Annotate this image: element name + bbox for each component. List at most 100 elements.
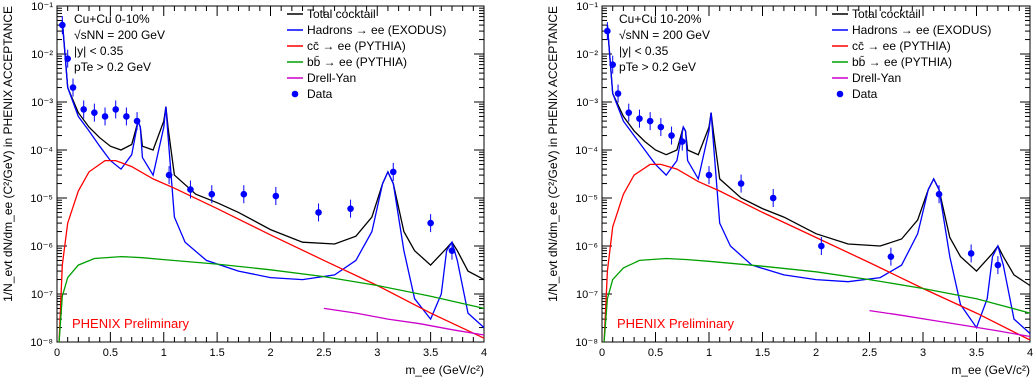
series-line [61,20,485,281]
data-point [994,261,1002,269]
y-tick-label: 10⁻¹ [31,1,53,13]
data-point [91,109,98,116]
data-point [165,171,173,179]
series-line [606,25,1031,287]
y-tick-label: 10⁻⁵ [575,193,598,205]
series-line [58,255,485,343]
data-point [101,113,109,120]
legend-label: Total cocktail [307,7,376,21]
data-point [123,113,130,120]
info-text: √sNN = 200 GeV [74,28,165,42]
data-point [935,190,943,198]
data-point [609,61,616,68]
series-line [606,25,1031,334]
x-tick-label: 0 [54,347,60,359]
legend-label: Total cocktail [852,7,921,21]
x-tick-label: 1 [706,347,712,359]
y-axis-label: 1/N_evt dN/dm_ee (C²/GeV) in PHENIX ACCE… [546,6,560,302]
x-tick-label: 0 [599,347,605,359]
x-tick-label: 3.5 [423,347,438,359]
series-line [61,20,485,329]
data-point [187,186,194,193]
x-axis-label: m_ee (GeV/c²) [951,363,1030,377]
y-tick-label: 10⁻⁸ [575,337,598,349]
legend-marker [836,90,844,98]
y-tick-label: 10⁻¹ [576,1,598,13]
x-tick-label: 0.5 [103,347,118,359]
data-point [625,109,633,116]
data-point [208,190,216,198]
preliminary-label: PHENIX Preliminary [72,316,190,331]
legend-marker [291,90,299,98]
data-point [668,132,675,139]
y-tick-label: 10⁻³ [576,97,598,109]
y-tick-label: 10⁻² [576,49,598,61]
x-tick-label: 2 [267,347,273,359]
x-tick-label: 1.5 [755,347,770,359]
x-axis-label: m_ee (GeV/c²) [405,363,484,377]
data-point [112,106,120,113]
data-point [272,192,280,200]
y-tick-label: 10⁻³ [31,97,53,109]
x-tick-label: 3.5 [969,347,984,359]
x-tick-label: 2.5 [862,347,877,359]
data-point [604,27,611,35]
y-tick-label: 10⁻⁶ [30,241,53,253]
chart-panel-2: 10⁻⁸ 10⁻⁷ 10⁻⁶ 10⁻⁵ 10⁻⁴ 10⁻³ 10⁻² 10⁻¹ 0 0.5 1 1.5… [546,1,1033,377]
x-tick-label: 2 [813,347,819,359]
data-point [427,219,434,227]
series-line [603,163,1031,343]
legend-label: Data [307,87,333,101]
data-point [69,84,77,91]
data-point [678,138,686,145]
preliminary-label: PHENIX Preliminary [617,316,735,331]
y-tick-label: 10⁻⁵ [30,193,53,205]
y-tick-label: 10⁻⁷ [31,289,53,301]
data-point [133,117,141,125]
info-text: Cu+Cu 10-20% [619,12,702,26]
y-axis-label: 1/N_evt dN/dm_ee (C²/GeV) in PHENIX ACCE… [1,6,15,302]
series-line [869,309,1031,338]
data-point [769,194,777,202]
data-point [59,21,66,29]
data-point [448,247,456,254]
legend-label: bb̄ → ee (PYTHIA) [852,55,952,69]
data-point [315,209,322,216]
data-point [818,242,825,250]
legend-label: bb̄ → ee (PYTHIA) [307,55,407,69]
info-text: √sNN = 200 GeV [619,28,710,42]
x-tick-label: 1.5 [209,347,224,359]
info-text: pTe > 0.2 GeV [619,60,696,74]
data-point [657,123,665,131]
series-line [603,257,1031,343]
data-point [64,55,71,62]
legend-label: Hadrons → ee (EXODUS) [852,23,991,37]
series-line [323,307,485,336]
info-text: Cu+Cu 0-10% [74,12,150,26]
data-point [967,250,975,257]
data-point [636,115,643,122]
x-tick-label: 2.5 [316,347,331,359]
x-tick-label: 0.5 [648,347,663,359]
data-point [389,168,397,176]
x-tick-label: 4 [481,347,487,359]
x-tick-label: 3 [374,347,380,359]
y-tick-label: 10⁻⁶ [575,241,598,253]
legend-label: Drell-Yan [852,71,901,85]
legend-label: Hadrons → ee (EXODUS) [307,23,446,37]
y-tick-label: 10⁻² [31,49,53,61]
x-tick-label: 3 [920,347,926,359]
y-tick-label: 10⁻⁸ [30,337,53,349]
x-tick-label: 4 [1027,347,1033,359]
y-tick-label: 10⁻⁴ [575,145,598,157]
data-point [887,253,895,260]
legend-label: Data [852,87,878,101]
legend-label: cc̄ → ee (PYTHIA) [852,39,951,53]
info-text: pTe > 0.2 GeV [74,60,151,74]
data-point [347,205,354,212]
data-point [614,90,622,97]
data-point [705,171,713,179]
x-tick-label: 1 [161,347,167,359]
